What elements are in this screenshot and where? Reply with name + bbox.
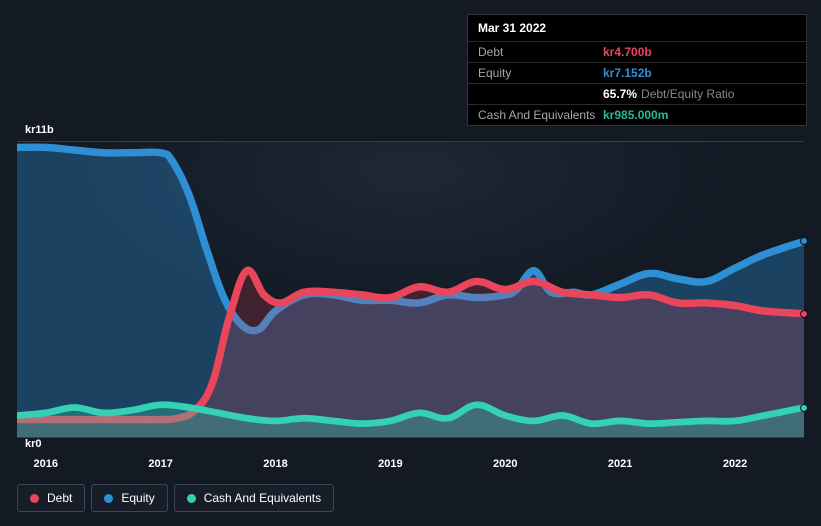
tooltip-row-value: kr7.152b — [603, 66, 652, 80]
tooltip-row-suffix: Debt/Equity Ratio — [641, 87, 734, 101]
legend-item-cash-and-equivalents[interactable]: Cash And Equivalents — [174, 484, 334, 512]
x-axis: 2016 2017 2018 2019 2020 2021 2022 — [17, 458, 804, 470]
chart-area: kr11b kr0 — [17, 126, 804, 456]
legend: Debt Equity Cash And Equivalents — [17, 484, 334, 512]
series-end-marker-cash-and-equivalents — [800, 404, 808, 412]
tooltip-row-label: Debt — [478, 45, 603, 59]
legend-dot-icon — [187, 494, 196, 503]
tooltip-row: 65.7%Debt/Equity Ratio — [468, 83, 806, 104]
tooltip-row-label: Cash And Equivalents — [478, 108, 603, 122]
y-axis-bottom-label: kr0 — [25, 438, 42, 450]
y-axis-top-label: kr11b — [25, 124, 54, 136]
x-tick: 2019 — [378, 458, 402, 470]
legend-label: Cash And Equivalents — [204, 491, 321, 505]
tooltip-row-value: kr4.700b — [603, 45, 652, 59]
tooltip-row-value: kr985.000m — [603, 108, 668, 122]
x-tick: 2018 — [263, 458, 287, 470]
tooltip-row: Equitykr7.152b — [468, 62, 806, 83]
legend-label: Debt — [47, 491, 72, 505]
legend-dot-icon — [30, 494, 39, 503]
legend-item-equity[interactable]: Equity — [91, 484, 167, 512]
tooltip-row: Cash And Equivalentskr985.000m — [468, 104, 806, 125]
x-tick: 2021 — [608, 458, 632, 470]
x-tick: 2016 — [33, 458, 57, 470]
legend-dot-icon — [104, 494, 113, 503]
tooltip-row-value: 65.7%Debt/Equity Ratio — [603, 87, 734, 101]
plot-region[interactable] — [17, 141, 804, 438]
tooltip-card: Mar 31 2022 Debtkr4.700bEquitykr7.152b65… — [467, 14, 807, 126]
tooltip-row-label — [478, 87, 603, 101]
legend-label: Equity — [121, 491, 154, 505]
legend-item-debt[interactable]: Debt — [17, 484, 85, 512]
x-tick: 2022 — [723, 458, 747, 470]
tooltip-row: Debtkr4.700b — [468, 41, 806, 62]
tooltip-title: Mar 31 2022 — [468, 15, 806, 41]
x-tick: 2017 — [148, 458, 172, 470]
x-tick: 2020 — [493, 458, 517, 470]
series-end-marker-equity — [800, 237, 808, 245]
series-end-marker-debt — [800, 310, 808, 318]
tooltip-row-label: Equity — [478, 66, 603, 80]
